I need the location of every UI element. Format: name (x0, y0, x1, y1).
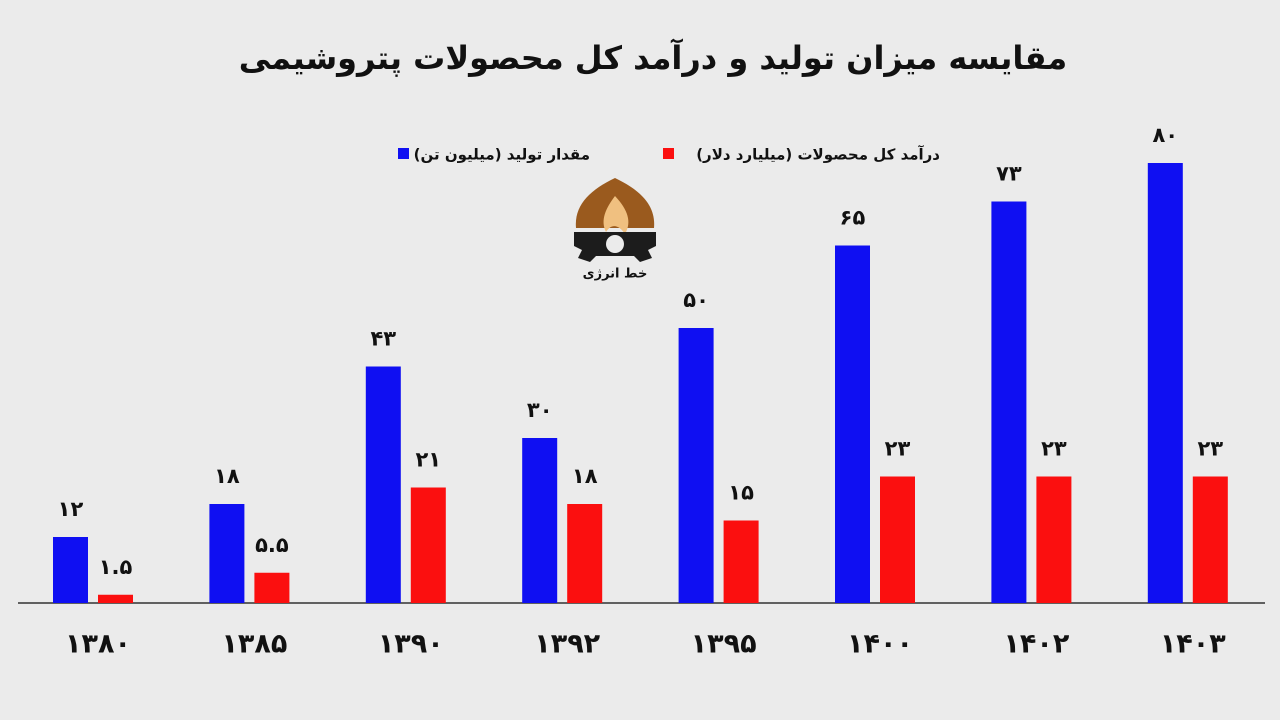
bar (522, 438, 558, 603)
x-tick-label: ۱۳۸۵ (221, 629, 287, 660)
bar (723, 520, 759, 603)
legend-label: مقدار تولید (میلیون تن) (414, 146, 590, 164)
x-tick-label: ۱۳۹۰ (378, 629, 444, 660)
value-label: ۶۵ (840, 206, 866, 230)
value-label: ۱۵ (728, 481, 754, 505)
bar (98, 594, 133, 603)
value-label: ۲۳ (1041, 437, 1067, 461)
value-label: ۳۰ (527, 398, 553, 422)
bar (209, 504, 245, 603)
bar (1192, 476, 1228, 603)
chart-title: مقایسه میزان تولید و درآمد کل محصولات پت… (239, 38, 1067, 77)
logo-text: خط انرژی (583, 267, 648, 282)
value-label: ۷۳ (996, 162, 1022, 186)
value-label: ۲۱ (415, 448, 441, 472)
legend-label: درآمد کل محصولات (میلیارد دلار) (696, 146, 940, 164)
value-label: ۴۳ (370, 327, 396, 351)
x-tick-label: ۱۳۹۵ (691, 629, 757, 660)
value-label: ۱۸ (572, 464, 598, 488)
logo-gear-hole (606, 235, 624, 253)
bar (1036, 476, 1072, 603)
value-label: ۵۰ (683, 288, 709, 312)
bar (1147, 163, 1183, 603)
x-tick-label: ۱۳۹۲ (534, 629, 600, 660)
value-label: ۱.۵ (99, 555, 133, 579)
value-label: ۵.۵ (255, 533, 289, 557)
bar (365, 366, 401, 603)
value-label: ۲۳ (885, 437, 911, 461)
bar (567, 504, 603, 603)
x-tick-label: ۱۴۰۳ (1160, 629, 1226, 660)
value-label: ۲۳ (1197, 437, 1223, 461)
bar (991, 201, 1027, 603)
legend-swatch (663, 148, 674, 159)
bar (53, 537, 88, 603)
x-tick-label: ۱۴۰۲ (1003, 629, 1069, 660)
value-label: ۱۲ (58, 497, 84, 521)
logo-flame (603, 196, 629, 234)
value-label: ۱۸ (214, 464, 240, 488)
logo (574, 178, 656, 262)
value-label: ۸۰ (1152, 123, 1178, 147)
x-tick-label: ۱۳۸۰ (65, 629, 131, 660)
bar (880, 476, 915, 603)
bar (678, 328, 714, 603)
legend-swatch (398, 148, 409, 159)
x-tick-label: ۱۴۰۰ (847, 629, 913, 660)
bar (254, 572, 290, 603)
bar (835, 245, 870, 603)
bar (410, 487, 446, 603)
